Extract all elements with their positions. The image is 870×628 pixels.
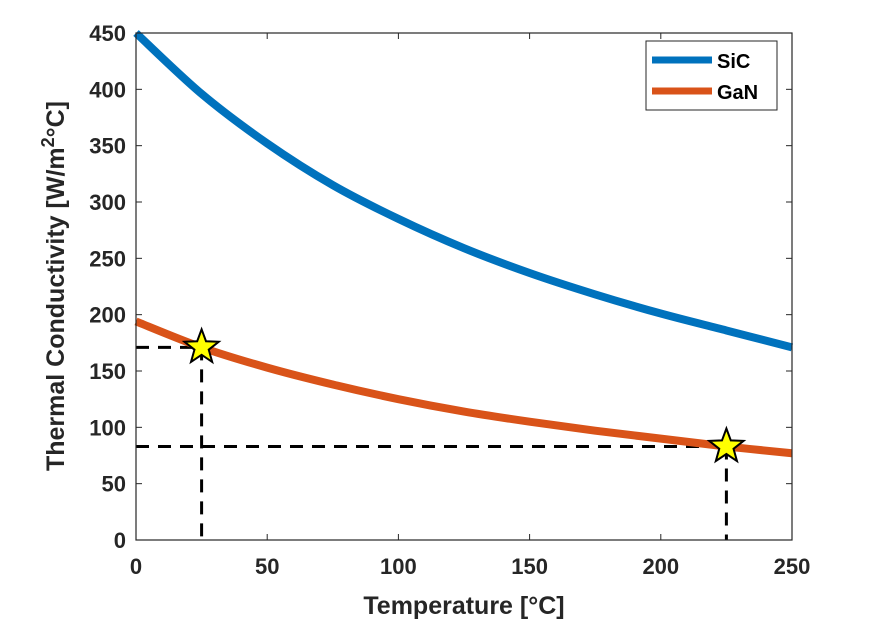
x-tick-label: 0 (130, 554, 142, 579)
x-tick-labels: 0 50 100 150 200 250 (130, 554, 810, 579)
x-tick-label: 150 (511, 554, 548, 579)
y-tick-label: 450 (89, 21, 126, 46)
y-tick-labels: 0 50 100 150 200 250 300 350 400 450 (89, 21, 126, 553)
y-tick-label: 100 (89, 415, 126, 440)
axes (135, 32, 793, 541)
x-tick-label: 250 (774, 554, 811, 579)
y-tick-label: 350 (89, 134, 126, 159)
star-marker-0 (181, 326, 222, 365)
reference-lines (136, 345, 728, 540)
markers-group (181, 326, 747, 464)
y-tick-label: 150 (89, 359, 126, 384)
y-tick-label: 50 (102, 472, 126, 497)
legend-label-gan: GaN (717, 82, 758, 104)
series-group (133, 30, 793, 458)
y-axis-label-main: Thermal Conductivity [W/m (42, 147, 70, 471)
y-tick-label: 250 (89, 246, 126, 271)
x-tick-label: 200 (642, 554, 679, 579)
axes-box (135, 32, 793, 541)
y-tick-label: 200 (89, 303, 126, 328)
x-axis-label: Temperature [°C] (363, 592, 564, 620)
x-tick-label: 50 (255, 554, 279, 579)
legend-box (645, 40, 778, 111)
y-tick-label: 0 (114, 528, 126, 553)
plot-area (136, 33, 792, 540)
y-axis-label-sup: 2 (38, 137, 58, 147)
star-marker-1 (706, 425, 747, 464)
series-line-sic (133, 30, 793, 352)
y-tick-label: 300 (89, 190, 126, 215)
series-line-gan (134, 317, 793, 458)
legend: SiC GaN (645, 40, 778, 111)
y-axis-label-tail: °C] (42, 101, 70, 137)
y-tick-label: 400 (89, 77, 126, 102)
y-axis-label: Thermal Conductivity [W/m2°C] (38, 101, 70, 471)
legend-label-sic: SiC (717, 51, 750, 73)
x-tick-label: 100 (380, 554, 417, 579)
